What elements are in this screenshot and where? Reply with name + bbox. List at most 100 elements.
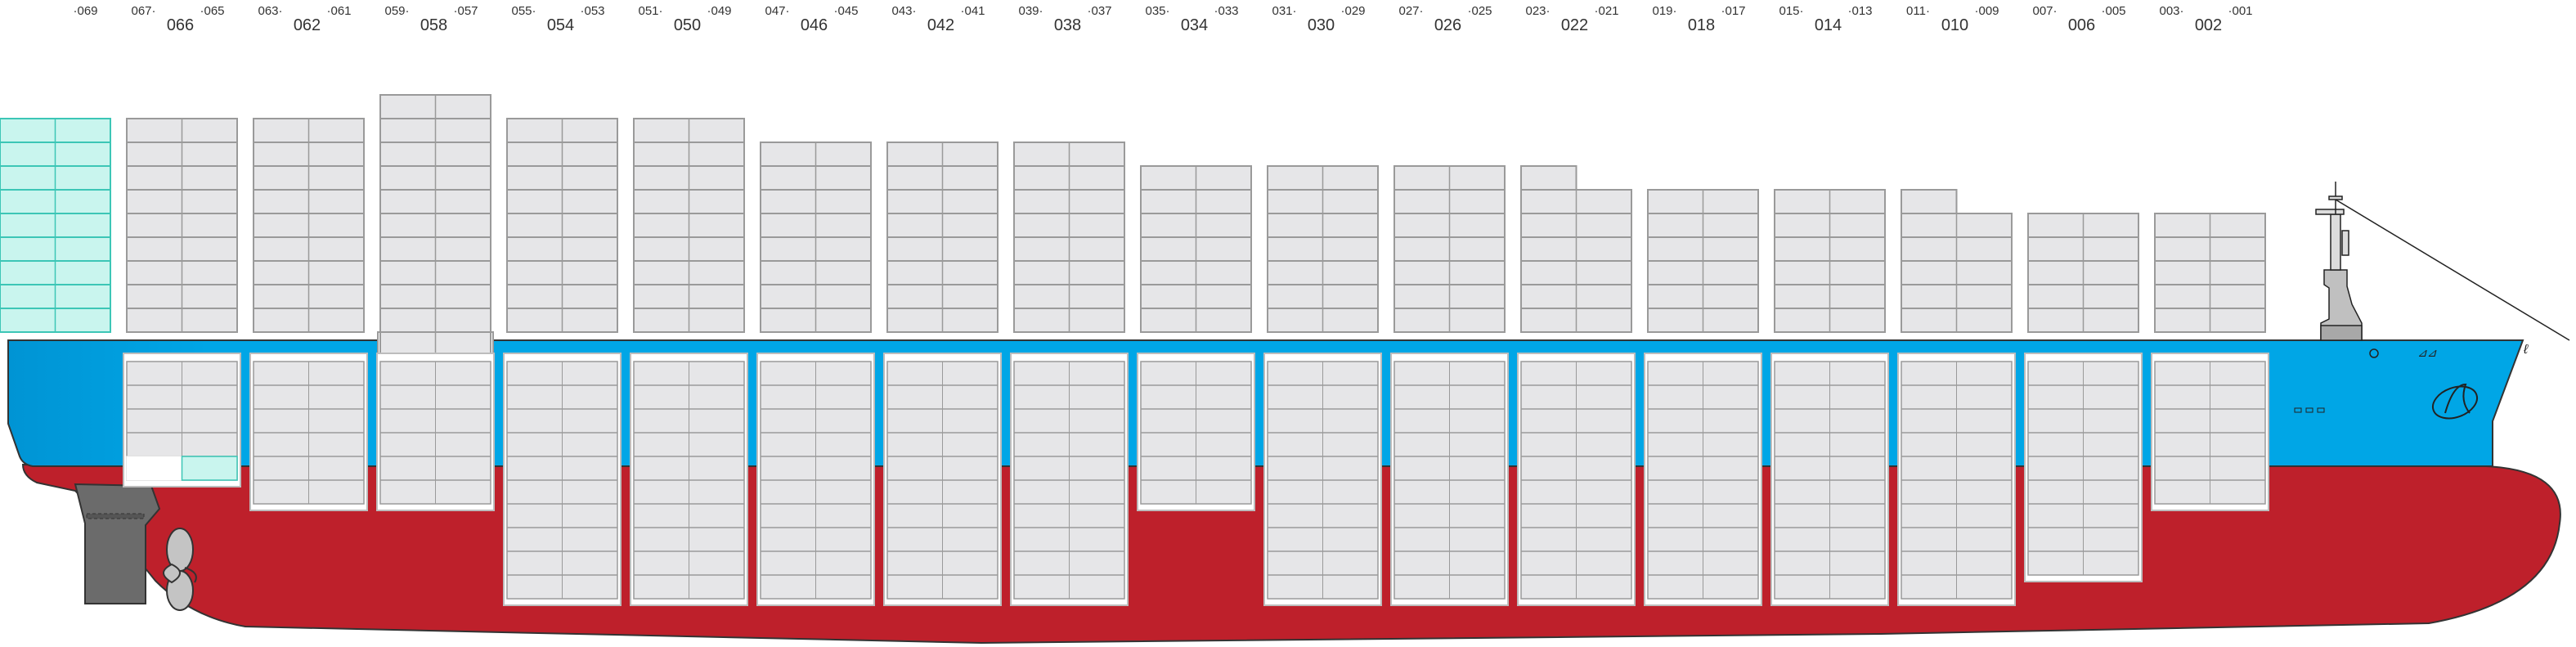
bay-label-group: 067· ·065 066 (131, 4, 224, 34)
hold-stack (1390, 353, 1509, 606)
deck-stack (1647, 189, 1759, 333)
bay-label-even: 050 (674, 16, 701, 34)
deck-stack (1901, 189, 2013, 333)
hold-stack (1897, 353, 2016, 606)
bay-label-odd-right: ·061 (326, 4, 351, 18)
bay-label-odd-right: ·049 (707, 4, 731, 18)
bay-label-even: 054 (547, 16, 574, 34)
bay-label-odd-left: 015· (1779, 4, 1803, 18)
propeller-icon (163, 528, 197, 611)
hull-draft-marks (2294, 407, 2325, 413)
bay-label-even: 034 (1181, 16, 1208, 34)
hold-stack (756, 353, 875, 606)
deck-stack (506, 118, 618, 333)
bay-label-even: 062 (294, 16, 321, 34)
bay-label-odd-right: ·025 (1467, 4, 1492, 18)
deck-stack (886, 142, 999, 333)
deck-stack (253, 118, 365, 333)
hold-stack (249, 353, 368, 511)
deck-stack (633, 118, 745, 333)
bay-label-odd-left: 051· (638, 4, 662, 18)
hold-stack (1010, 353, 1129, 606)
bay-label-even: 026 (1434, 16, 1461, 34)
bay-label-odd-left: 023· (1525, 4, 1550, 18)
bay-label-group: 007· ·005 006 (2032, 4, 2125, 34)
bay-label-group: 019· ·017 018 (1652, 4, 1745, 34)
bay-label-group: 011· ·009 010 (1906, 4, 1999, 34)
bay-label-group: 063· ·061 062 (258, 4, 351, 34)
bay-label-odd-left: 043· (891, 4, 916, 18)
bay-label-odd-left: 031· (1272, 4, 1296, 18)
on-deck-containers (0, 94, 2266, 359)
hold-stack (123, 353, 241, 487)
anchor-mark-icon: ℓ (2523, 343, 2529, 357)
bay-label-group: 027· ·025 026 (1398, 4, 1492, 34)
bay-label-group: 039· ·037 038 (1018, 4, 1111, 34)
bay-label-odd-right: ·017 (1721, 4, 1745, 18)
hold-stack (1517, 353, 1636, 606)
bay-labels: ·069 067· ·065 066 063· ·061 062 059· ·057 058 055… (73, 4, 2252, 34)
bay-label-odd-right: ·069 (73, 4, 97, 18)
bay-label-odd-right: ·037 (1087, 4, 1111, 18)
hold-stack (1137, 353, 1255, 511)
porthole-icon (2369, 348, 2379, 358)
bay-label-odd-right: ·005 (2101, 4, 2125, 18)
hold-stack (1263, 353, 1382, 606)
bay-label-group: 043· ·041 042 (891, 4, 985, 34)
deck-stack (379, 94, 491, 333)
bay-label-odd-right: ·053 (580, 4, 604, 18)
deck-stack (1774, 189, 1886, 333)
bay-label-even: 066 (167, 16, 194, 34)
in-hold-containers (123, 353, 2269, 606)
bay-label-odd-left: 059· (384, 4, 409, 18)
bay-label-odd-left: 047· (765, 4, 789, 18)
deck-stack (1267, 165, 1379, 333)
bay-label-odd-left: 007· (2032, 4, 2057, 18)
bay-label-even: 010 (1941, 16, 1968, 34)
bay-label-odd-right: ·021 (1594, 4, 1618, 18)
bay-label-odd-left: 003· (2159, 4, 2183, 18)
bay-label-even: 022 (1561, 16, 1588, 34)
hold-stack (503, 353, 622, 606)
bay-label-odd-right: ·029 (1340, 4, 1365, 18)
bay-label-group: 023· ·021 022 (1525, 4, 1618, 34)
hold-stack (630, 353, 748, 606)
bay-label-odd-right: ·045 (833, 4, 858, 18)
bay-label-odd-left: 063· (258, 4, 282, 18)
hold-stack (2024, 353, 2143, 582)
bay-label-group: 031· ·029 030 (1272, 4, 1365, 34)
deck-container-extra (1520, 165, 1577, 191)
hold-stack (1770, 353, 1889, 606)
hull-marking-icon: ⊿⊿ (2417, 346, 2437, 359)
hold-stack (1644, 353, 1762, 606)
bay-label-odd-left: 039· (1018, 4, 1043, 18)
bay-label-odd-left: 011· (1906, 4, 1930, 18)
deck-stack (2027, 213, 2139, 333)
deck-stack (126, 118, 238, 333)
bay-label-group: 059· ·057 058 (384, 4, 478, 34)
bay-label-even: 030 (1308, 16, 1335, 34)
hold-stack (883, 353, 1002, 606)
bay-label-group: 035· ·033 034 (1145, 4, 1238, 34)
deck-stack (760, 142, 872, 333)
highlighted-container (181, 456, 238, 481)
bay-label-group: 055· ·053 054 (511, 4, 604, 34)
bay-label-even: 006 (2068, 16, 2095, 34)
bay-label-odd-right: ·009 (1974, 4, 1999, 18)
bay-label-odd-left: 055· (511, 4, 536, 18)
bay-label-even: 002 (2195, 16, 2222, 34)
bay-label-group: 051· ·049 050 (638, 4, 731, 34)
bay-label-even: 018 (1688, 16, 1715, 34)
deck-stack (0, 118, 111, 333)
bay-label-even: 046 (801, 16, 828, 34)
deck-stack (2154, 213, 2266, 333)
bay-label-even: 038 (1054, 16, 1081, 34)
bay-label-group: 015· ·013 014 (1779, 4, 1872, 34)
bow-logo-icon (2431, 383, 2479, 420)
bay-label-odd-left: 027· (1398, 4, 1423, 18)
hold-stack (376, 353, 495, 511)
deck-stack (1140, 165, 1252, 333)
bay-label-odd-right: ·013 (1847, 4, 1872, 18)
bay-label-group: 047· ·045 046 (765, 4, 858, 34)
bay-label-odd-right: ·065 (200, 4, 224, 18)
